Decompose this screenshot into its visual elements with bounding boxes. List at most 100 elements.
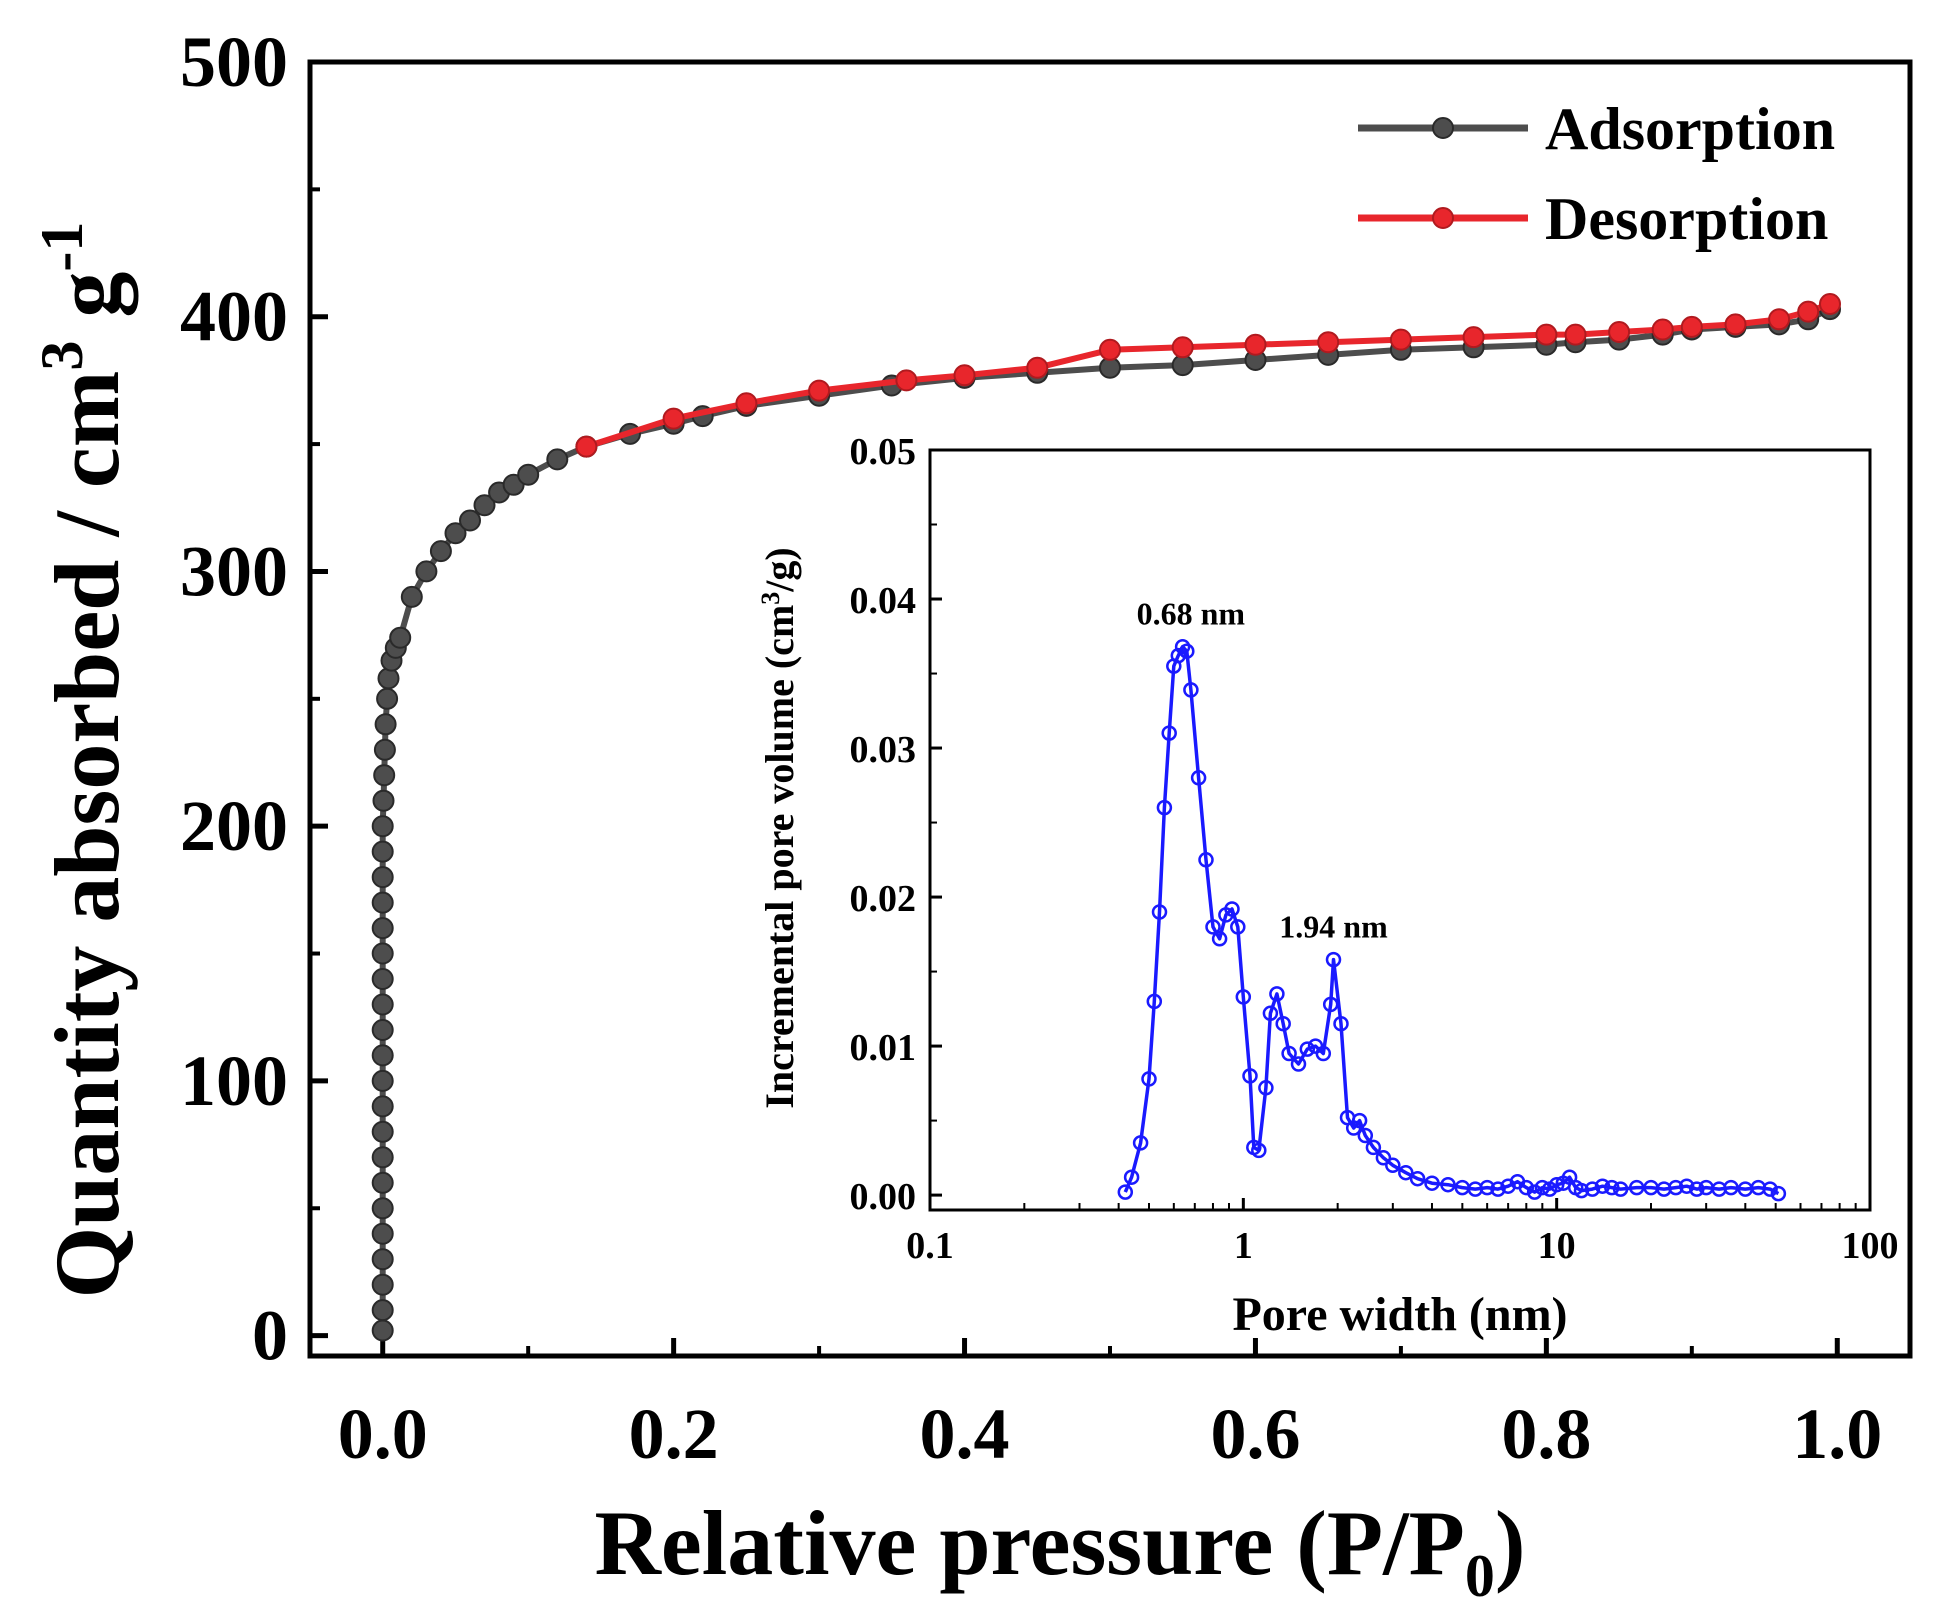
inset-y-axis-label: Incremental pore volume (cm3/g) bbox=[756, 547, 802, 1108]
series-line-desorption bbox=[585, 301, 1831, 450]
data-point-adsorption bbox=[371, 942, 394, 965]
data-point-pore-size-distribution bbox=[1161, 725, 1177, 741]
data-point-adsorption bbox=[377, 667, 400, 690]
inset-plot-frame bbox=[928, 448, 1872, 1212]
series-line-adsorption bbox=[379, 306, 1832, 1331]
main-x-axis-label-text: Relative pressure (P/P bbox=[594, 1492, 1464, 1594]
data-point-pore-size-distribution bbox=[1179, 643, 1195, 659]
inset-y-axis-label-sup: 3 bbox=[756, 592, 785, 605]
inset-peak-annotation: 0.68 nm bbox=[1137, 595, 1246, 631]
data-point-pore-size-distribution bbox=[1351, 1112, 1368, 1129]
data-point-adsorption bbox=[400, 585, 423, 608]
data-point-desorption bbox=[575, 435, 598, 458]
data-point-pore-size-distribution bbox=[1146, 993, 1163, 1010]
inset-x-tick-label: 0.1 bbox=[906, 1225, 954, 1267]
main-x-tick-label: 0.6 bbox=[1210, 1394, 1300, 1474]
legend-label-desorption: Desorption bbox=[1545, 186, 1828, 252]
data-point-adsorption bbox=[371, 1069, 394, 1092]
data-point-adsorption bbox=[371, 917, 394, 940]
data-point-pore-size-distribution bbox=[1132, 1135, 1149, 1151]
data-point-adsorption bbox=[371, 1222, 394, 1245]
inset-annotations: 0.68 nm 1.94 nm bbox=[1137, 595, 1388, 944]
data-point-pore-size-distribution bbox=[1518, 1179, 1535, 1196]
data-point-pore-size-distribution bbox=[1548, 1176, 1565, 1193]
data-point-desorption bbox=[1797, 300, 1820, 323]
main-y-axis-label-text: Quantity absorbed / cm bbox=[36, 371, 138, 1299]
data-point-adsorption bbox=[371, 1146, 394, 1169]
data-point-pore-size-distribution bbox=[1117, 1184, 1134, 1200]
data-point-adsorption bbox=[389, 626, 412, 649]
data-point-pore-size-distribution bbox=[1490, 1181, 1506, 1197]
data-point-desorption bbox=[735, 392, 758, 415]
main-x-axis-label: Relative pressure (P/P0) bbox=[594, 1492, 1525, 1609]
data-point-adsorption bbox=[517, 463, 540, 486]
data-point-pore-size-distribution bbox=[1183, 682, 1199, 698]
data-point-adsorption bbox=[444, 522, 467, 545]
data-point-pore-size-distribution bbox=[1409, 1170, 1426, 1187]
data-point-adsorption bbox=[371, 993, 394, 1016]
inset-x-tick-label: 10 bbox=[1538, 1225, 1576, 1267]
data-point-adsorption bbox=[373, 764, 396, 787]
data-point-pore-size-distribution bbox=[1281, 1045, 1297, 1062]
main-y-axis-label-sup2: -1 bbox=[29, 222, 95, 272]
inset-y-tick-label: 0.01 bbox=[850, 1027, 917, 1069]
data-point-pore-size-distribution bbox=[1242, 1068, 1258, 1084]
data-point-pore-size-distribution bbox=[1224, 901, 1240, 917]
data-point-pore-size-distribution bbox=[1668, 1179, 1684, 1196]
inset-y-tick-label: 0.00 bbox=[850, 1176, 917, 1218]
data-point-desorption bbox=[1171, 336, 1194, 359]
data-point-pore-size-distribution bbox=[1440, 1176, 1456, 1193]
inset-y-tick-label: 0.02 bbox=[850, 878, 917, 920]
data-point-adsorption bbox=[473, 494, 496, 517]
main-y-tick-label: 500 bbox=[180, 22, 288, 102]
inset-y-tick-label: 0.03 bbox=[850, 729, 917, 771]
data-point-pore-size-distribution bbox=[1479, 1179, 1495, 1196]
data-point-pore-size-distribution bbox=[1123, 1169, 1140, 1185]
data-point-adsorption bbox=[371, 815, 394, 838]
data-point-pore-size-distribution bbox=[1526, 1184, 1543, 1200]
data-point-desorption bbox=[895, 369, 918, 392]
main-series-group bbox=[371, 293, 1841, 1342]
data-point-pore-size-distribution bbox=[1190, 770, 1207, 786]
data-point-desorption bbox=[953, 364, 976, 387]
inset-peak-annotation: 1.94 nm bbox=[1279, 908, 1388, 944]
data-point-desorption bbox=[662, 407, 685, 430]
data-point-desorption bbox=[1026, 356, 1049, 379]
data-point-pore-size-distribution bbox=[1594, 1178, 1611, 1194]
main-x-ticks: 0.0 0.2 0.4 0.6 0.8 1.0 bbox=[338, 1338, 1882, 1474]
main-x-tick-label: 1.0 bbox=[1792, 1394, 1882, 1474]
data-point-pore-size-distribution bbox=[1424, 1175, 1440, 1191]
data-point-pore-size-distribution bbox=[1315, 1045, 1332, 1062]
inset-y-ticks: 0.00 0.01 0.02 0.03 0.04 0.05 bbox=[850, 431, 942, 1218]
data-point-pore-size-distribution bbox=[1170, 647, 1187, 664]
data-point-desorption bbox=[1389, 328, 1412, 351]
legend-marker-adsorption bbox=[1432, 117, 1454, 139]
main-x-tick-label: 0.2 bbox=[629, 1394, 719, 1474]
legend-item-adsorption: Adsorption bbox=[1358, 96, 1835, 162]
data-point-desorption bbox=[1317, 331, 1340, 354]
data-point-adsorption bbox=[371, 1197, 394, 1220]
data-point-pore-size-distribution bbox=[1534, 1179, 1551, 1196]
data-point-adsorption bbox=[371, 891, 394, 914]
data-point-adsorption bbox=[371, 1273, 394, 1296]
main-y-tick-label: 200 bbox=[180, 786, 288, 866]
data-point-pore-size-distribution bbox=[1325, 951, 1342, 968]
data-point-desorption bbox=[1768, 308, 1791, 331]
inset-x-axis-label: Pore width (nm) bbox=[1232, 1288, 1567, 1341]
data-point-adsorption bbox=[371, 1248, 394, 1271]
data-point-pore-size-distribution bbox=[1678, 1178, 1695, 1194]
data-point-desorption bbox=[1651, 318, 1674, 341]
inset-y-tick-label: 0.04 bbox=[850, 580, 917, 622]
inset-x-tick-label: 100 bbox=[1842, 1225, 1899, 1267]
inset-y-axis-label-text: Incremental pore volume (cm bbox=[757, 605, 802, 1109]
data-point-pore-size-distribution bbox=[1262, 1005, 1279, 1022]
main-y-axis-label-sup1: 3 bbox=[29, 341, 95, 371]
data-point-pore-size-distribution bbox=[1156, 799, 1173, 816]
main-x-axis-label-sub: 0 bbox=[1465, 1543, 1495, 1609]
data-point-adsorption bbox=[371, 1319, 394, 1342]
series-line-pore-size-distribution bbox=[1123, 644, 1780, 1196]
data-point-adsorption bbox=[376, 687, 399, 710]
inset-y-tick-label: 0.05 bbox=[850, 431, 917, 473]
main-y-axis-label: Quantity absorbed / cm3 g-1 bbox=[29, 222, 138, 1299]
data-point-pore-size-distribution bbox=[1151, 904, 1168, 920]
